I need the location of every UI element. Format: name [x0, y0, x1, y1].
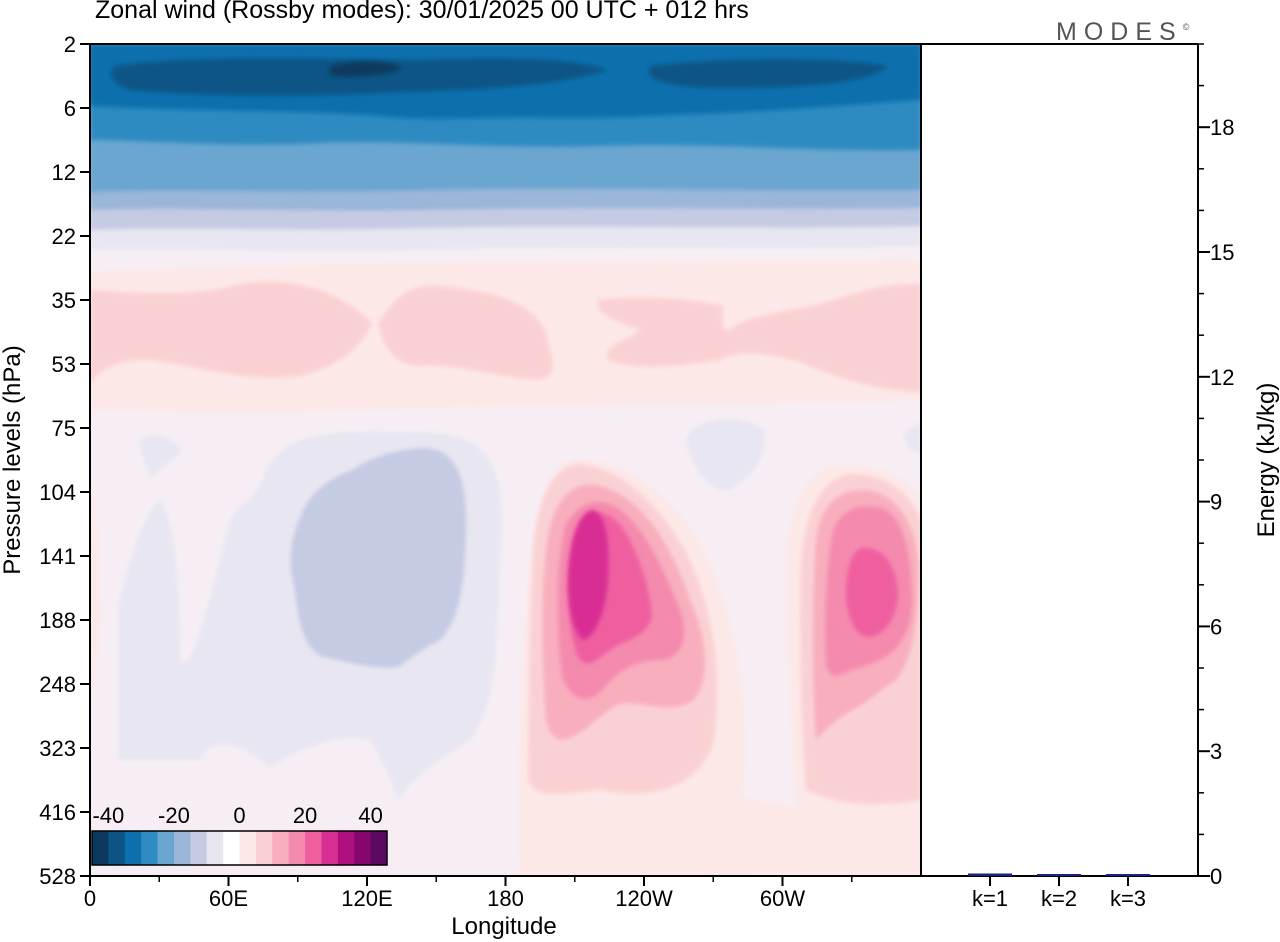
easterly-upper — [140, 434, 182, 478]
wind-contour-field — [90, 44, 921, 876]
colorbar-swatch — [223, 831, 240, 865]
edge-west-light — [90, 480, 100, 700]
y-axis-title: Pressure levels (hPa) — [0, 345, 26, 574]
y-tick-label: 323 — [39, 736, 76, 761]
energy-tick-label: 18 — [1210, 115, 1234, 140]
energy-tick-label: 15 — [1210, 240, 1234, 265]
y-tick-label: 248 — [39, 672, 76, 697]
y-tick-label: 53 — [52, 352, 76, 377]
colorbar-label: 20 — [293, 803, 317, 828]
lobe-a — [90, 281, 372, 384]
jet1-l6 — [568, 510, 609, 640]
colorbar-swatch — [141, 831, 159, 865]
y-tick-label: 104 — [39, 480, 76, 505]
energy-axis-title: Energy (kJ/kg) — [1253, 383, 1280, 538]
energy-bar-k2 — [1037, 874, 1081, 876]
x-tick-label: 60E — [209, 886, 248, 911]
energy-tick-label: 3 — [1210, 739, 1222, 764]
energy-bars: k=1 k=2 k=3 — [968, 873, 1150, 911]
energy-bar-k1 — [968, 873, 1012, 876]
colorbar-frame — [91, 830, 388, 866]
y-tick-label: 75 — [52, 416, 76, 441]
energy-tick-label: 9 — [1210, 490, 1222, 515]
colorbar-swatch — [206, 831, 224, 865]
colorbar-label: 40 — [358, 803, 382, 828]
bar-category-label: k=1 — [972, 886, 1008, 911]
x-tick-label: 120W — [615, 886, 673, 911]
colorbar-swatch — [92, 831, 109, 865]
energy-tick-label: 0 — [1210, 864, 1222, 889]
band-core — [330, 61, 402, 77]
colorbar-swatch — [124, 831, 142, 865]
colorbar-swatch — [239, 831, 257, 865]
lobe-c — [597, 283, 921, 392]
easterly-east — [686, 418, 766, 491]
y-tick-label: 528 — [39, 864, 76, 889]
lobe-b — [378, 285, 553, 380]
bar-category-label: k=2 — [1041, 886, 1077, 911]
copyright-mark: © — [1182, 22, 1190, 32]
jet2-l5 — [846, 547, 898, 637]
y-tick-label: 416 — [39, 800, 76, 825]
energy-bar-k3 — [1106, 874, 1150, 876]
colorbar-swatch — [157, 831, 175, 865]
colorbar-label: -40 — [92, 803, 124, 828]
y-tick-label: 22 — [52, 224, 76, 249]
band-dark-1 — [110, 58, 609, 96]
y-tick-label: 188 — [39, 608, 76, 633]
brand-logo: MODES© — [1056, 18, 1189, 47]
y-tick-label: 35 — [52, 288, 76, 313]
y-tick-label: 12 — [52, 160, 76, 185]
surface-light — [520, 795, 921, 876]
colorbar-swatch — [190, 831, 208, 865]
colorbar-swatch — [108, 831, 126, 865]
y-tick-label: 141 — [39, 544, 76, 569]
colorbar-swatch — [354, 831, 372, 865]
bar-category-label: k=3 — [1110, 886, 1146, 911]
chart-title: Zonal wind (Rossby modes): 30/01/2025 00… — [95, 0, 749, 24]
energy-axis-ticks: 0 3 6 9 12 15 18 — [1198, 43, 1234, 889]
colorbar-swatch — [173, 831, 191, 865]
colorbar-swatch — [370, 831, 388, 865]
easterly-core — [290, 448, 466, 668]
colorbar-swatch — [337, 831, 355, 865]
colorbar-swatch — [288, 831, 306, 865]
colorbar-swatch — [255, 831, 273, 865]
colorbar-label: -20 — [158, 803, 190, 828]
y-axis-ticks: 2 6 12 22 35 53 75 104 141 188 248 323 416 528 — [39, 32, 90, 889]
colorbar-label: 0 — [233, 803, 245, 828]
x-tick-label: 180 — [487, 886, 524, 911]
x-tick-label: 120E — [341, 886, 392, 911]
energy-tick-label: 6 — [1210, 614, 1222, 639]
x-tick-label: 60W — [760, 886, 805, 911]
x-tick-label: 0 — [84, 886, 96, 911]
y-tick-label: 2 — [64, 32, 76, 57]
x-axis-title: Longitude — [451, 913, 556, 940]
brand-text: MODES — [1056, 18, 1183, 46]
colorbar-swatch — [305, 831, 322, 865]
energy-tick-label: 12 — [1210, 365, 1234, 390]
easterly-edge — [904, 423, 921, 454]
y-tick-label: 6 — [64, 96, 76, 121]
colorbar: -40 -20 0 20 40 — [91, 803, 388, 866]
colorbar-swatch — [321, 831, 339, 865]
colorbar-swatch — [272, 831, 290, 865]
band-dark-2 — [648, 59, 888, 88]
x-axis-ticks: 0 60E 120E 180 120W 60W — [84, 876, 853, 911]
